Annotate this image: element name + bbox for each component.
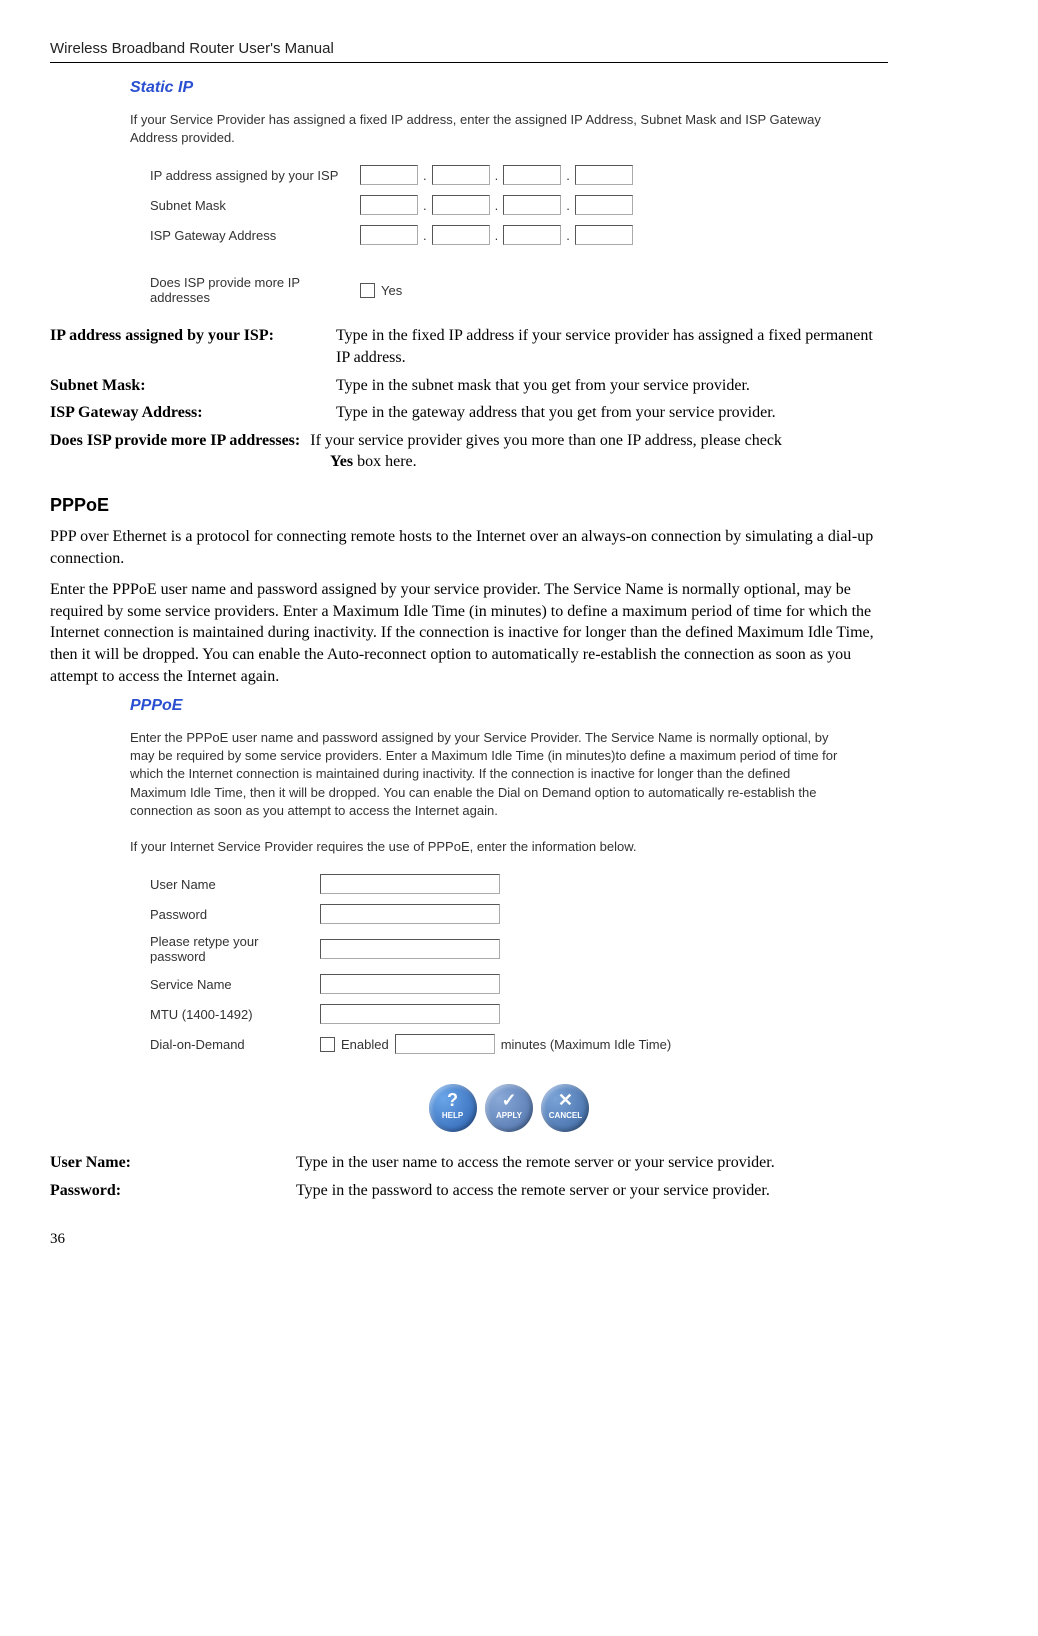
gw-3[interactable] [503,225,561,245]
gw-2[interactable] [432,225,490,245]
subnet-3[interactable] [503,195,561,215]
ip-octet-2[interactable] [432,165,490,185]
dial-row: Dial-on-Demand Enabled minutes (Maximum … [150,1034,888,1054]
help-icon: ? [429,1091,477,1109]
cancel-icon: ✕ [541,1091,589,1109]
ip-octet-4[interactable] [575,165,633,185]
def-row: IP address assigned by your ISP: Type in… [50,325,888,368]
subnet-2[interactable] [432,195,490,215]
pppoe-title: PPPoE [130,697,888,715]
dial-checkbox[interactable] [320,1037,335,1052]
pass-input[interactable] [320,904,500,924]
def-term: Subnet Mask: [50,375,336,397]
subnet-4[interactable] [575,195,633,215]
more-ip-checkbox[interactable] [360,283,375,298]
user-input[interactable] [320,874,500,894]
gateway-row: ISP Gateway Address . . . [150,225,888,245]
def-desc: Type in the user name to access the remo… [296,1152,888,1174]
pppoe-p1: PPP over Ethernet is a protocol for conn… [50,526,888,569]
ip-octet-1[interactable] [360,165,418,185]
idle-input[interactable] [395,1034,495,1054]
def-desc: Type in the subnet mask that you get fro… [336,375,888,397]
subnet-1[interactable] [360,195,418,215]
def-row: User Name: Type in the user name to acce… [50,1152,888,1174]
service-label: Service Name [150,977,320,992]
static-ip-definitions: IP address assigned by your ISP: Type in… [50,325,888,473]
def-term: User Name: [50,1152,296,1174]
pppoe-intro2: If your Internet Service Provider requir… [130,838,850,856]
static-ip-intro: If your Service Provider has assigned a … [130,111,850,147]
mtu-row: MTU (1400-1492) [150,1004,888,1024]
user-row: User Name [150,874,888,894]
mtu-label: MTU (1400-1492) [150,1007,320,1022]
def-desc-bold: Yes [330,453,353,470]
apply-button[interactable]: ✓ APPLY [485,1084,533,1132]
ip-label: IP address assigned by your ISP [150,168,360,183]
gateway-label: ISP Gateway Address [150,228,360,243]
yes-label: Yes [381,283,402,298]
cancel-button[interactable]: ✕ CANCEL [541,1084,589,1132]
pass2-label: Please retype your password [150,934,320,964]
def-desc-tail: box here. [353,453,417,470]
pppoe-p2: Enter the PPPoE user name and password a… [50,579,888,687]
button-row: ? HELP ✓ APPLY ✕ CANCEL [130,1084,888,1132]
pass2-row: Please retype your password [150,934,888,964]
service-input[interactable] [320,974,500,994]
ip-octet-3[interactable] [503,165,561,185]
pass-label: Password [150,907,320,922]
static-ip-title: Static IP [130,79,888,97]
dial-label: Dial-on-Demand [150,1037,320,1052]
def-term: Does ISP provide more IP addresses: [50,432,306,449]
def-desc: Type in the gateway address that you get… [336,402,888,424]
pass-row: Password [150,904,888,924]
more-ip-row: Does ISP provide more IP addresses Yes [150,275,888,305]
def-row: ISP Gateway Address: Type in the gateway… [50,402,888,424]
static-ip-screenshot: Static IP If your Service Provider has a… [130,79,888,305]
def-desc: Type in the fixed IP address if your ser… [336,325,888,368]
def-desc: Type in the password to access the remot… [296,1180,888,1202]
def-term: ISP Gateway Address: [50,402,336,424]
pppoe-heading: PPPoE [50,495,888,516]
gw-4[interactable] [575,225,633,245]
pppoe-screenshot: PPPoE Enter the PPPoE user name and pass… [130,697,888,1132]
help-button[interactable]: ? HELP [429,1084,477,1132]
header-title: Wireless Broadband Router User's Manual [50,40,334,57]
def-term: IP address assigned by your ISP: [50,325,336,368]
page-header: Wireless Broadband Router User's Manual [50,40,888,63]
def-desc-lead: If your service provider gives you more … [310,432,782,449]
subnet-row: Subnet Mask . . . [150,195,888,215]
mtu-input[interactable] [320,1004,500,1024]
apply-icon: ✓ [485,1091,533,1109]
def-term: Password: [50,1180,296,1202]
gw-1[interactable] [360,225,418,245]
ip-row: IP address assigned by your ISP . . . [150,165,888,185]
def-row: Subnet Mask: Type in the subnet mask tha… [50,375,888,397]
def-row-more-ip: Does ISP provide more IP addresses: If y… [50,430,888,473]
user-label: User Name [150,877,320,892]
subnet-label: Subnet Mask [150,198,360,213]
pppoe-definitions: User Name: Type in the user name to acce… [50,1152,888,1201]
pass2-input[interactable] [320,939,500,959]
more-ip-label: Does ISP provide more IP addresses [150,275,360,305]
pppoe-intro1: Enter the PPPoE user name and password a… [130,729,850,820]
page-number: 36 [50,1231,888,1248]
def-row: Password: Type in the password to access… [50,1180,888,1202]
enabled-label: Enabled [341,1037,389,1052]
service-row: Service Name [150,974,888,994]
minutes-label: minutes (Maximum Idle Time) [501,1037,671,1052]
